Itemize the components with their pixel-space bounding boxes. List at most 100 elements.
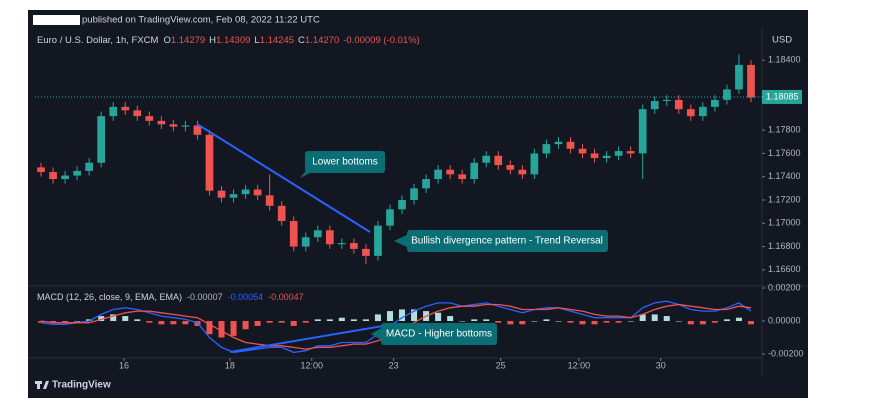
histogram-bar xyxy=(471,319,478,322)
histogram-bar xyxy=(38,321,45,323)
candle-body xyxy=(85,162,94,171)
candle-body xyxy=(542,144,551,154)
histogram-bar xyxy=(266,321,273,323)
histogram-bar xyxy=(651,314,658,322)
trend-line xyxy=(229,325,384,353)
histogram-bar xyxy=(170,321,177,325)
candle-body xyxy=(205,134,214,191)
histogram-bar xyxy=(134,319,141,322)
y-tick-label: 1.17600 xyxy=(768,148,801,158)
histogram-bar xyxy=(242,321,249,330)
last-price-tag xyxy=(762,89,802,104)
histogram-bar xyxy=(62,321,69,323)
x-tick-label: 12:00 xyxy=(568,360,591,370)
candle-body xyxy=(241,189,250,195)
candle-body xyxy=(313,230,322,238)
y-tick-label: 1.17200 xyxy=(768,194,801,204)
candle-body xyxy=(446,169,455,175)
candle-body xyxy=(49,172,57,180)
macd-legend: MACD (12, 26, close, 9, EMA, EMA) -0.0000… xyxy=(37,292,304,302)
macd-line xyxy=(40,300,752,354)
low-label: L xyxy=(254,35,259,46)
callout-text: Lower bottoms xyxy=(312,157,378,168)
candle-body xyxy=(37,167,45,173)
callout-text: Bullish divergence pattern - Trend Rever… xyxy=(411,236,603,247)
candle-body xyxy=(109,106,118,117)
histogram-bar xyxy=(495,321,502,323)
histogram-bar xyxy=(723,319,730,322)
low-value: 1.14245 xyxy=(260,35,294,46)
currency: USD xyxy=(772,35,792,46)
histogram-bar xyxy=(302,321,309,323)
close-label: C xyxy=(298,35,305,46)
histogram-bar xyxy=(399,309,406,322)
open-label: O xyxy=(163,35,170,46)
histogram-bar xyxy=(507,321,514,325)
candle-body xyxy=(229,194,238,198)
candle-body xyxy=(422,179,430,189)
histogram-bar xyxy=(314,319,321,322)
candle-body xyxy=(374,225,382,256)
histogram-bar xyxy=(338,317,345,322)
histogram-bar xyxy=(639,314,646,322)
symbol: Euro / U.S. Dollar, 1h, FXCM xyxy=(37,35,159,46)
macd-title: MACD (12, 26, close, 9, EMA, EMA) xyxy=(37,292,182,302)
histogram-bar xyxy=(711,321,718,323)
candle-body xyxy=(650,101,659,110)
histogram-bar xyxy=(146,321,153,323)
histogram-bar xyxy=(699,321,706,325)
candle-body xyxy=(301,237,310,247)
histogram-bar xyxy=(435,312,442,322)
histogram-bar xyxy=(110,314,117,322)
histogram-bar xyxy=(374,314,381,322)
high-value: 1.14309 xyxy=(216,35,250,46)
x-tick-label: 25 xyxy=(496,360,506,370)
candle-body xyxy=(289,220,298,247)
candle-body xyxy=(350,243,358,249)
candle-body xyxy=(73,170,81,176)
x-tick-label: 16 xyxy=(119,360,129,370)
candle-body xyxy=(133,110,142,117)
histogram-bar xyxy=(386,311,393,322)
histogram-bar xyxy=(747,321,754,325)
y-tick-label: -0.00200 xyxy=(768,348,804,358)
candle-body xyxy=(530,153,539,175)
brand-logo xyxy=(35,381,49,389)
candle-body xyxy=(458,174,467,180)
histogram-bar xyxy=(254,321,261,326)
histogram-bar xyxy=(350,319,357,322)
histogram-bar xyxy=(362,319,369,322)
histogram-bar xyxy=(687,321,694,325)
candle-body xyxy=(362,248,370,256)
x-tick-label: 23 xyxy=(389,360,399,370)
publish-info: published on TradingView.com, Feb 08, 20… xyxy=(82,15,320,26)
candle-body xyxy=(747,64,755,98)
histogram-bar xyxy=(555,321,562,322)
callout-text: MACD - Higher bottoms xyxy=(386,329,492,340)
macd-legend-value: -0.00054 xyxy=(228,292,264,302)
histogram-bar xyxy=(50,321,57,323)
y-tick-label: 0.00200 xyxy=(768,282,801,292)
candle-body xyxy=(325,230,334,245)
candle-body xyxy=(386,209,394,226)
histogram-bar xyxy=(447,316,454,322)
histogram-bar xyxy=(158,321,165,325)
histogram-bar xyxy=(206,321,213,335)
y-tick-label: 1.16800 xyxy=(768,241,801,251)
candle-body xyxy=(662,99,671,102)
candle-body xyxy=(711,99,719,107)
trend-line xyxy=(196,123,371,233)
histogram-bar xyxy=(182,321,189,325)
candle-body xyxy=(554,141,563,145)
histogram-bar xyxy=(567,321,574,323)
callout-box xyxy=(305,151,385,173)
histogram-bar xyxy=(543,319,550,322)
histogram-bar xyxy=(519,321,526,325)
candle-body xyxy=(169,124,178,127)
histogram-bar xyxy=(230,321,237,336)
brand-name: TradingView xyxy=(52,380,111,391)
candle-body xyxy=(398,200,406,210)
candle-body xyxy=(735,64,743,90)
candle-body xyxy=(217,190,226,198)
